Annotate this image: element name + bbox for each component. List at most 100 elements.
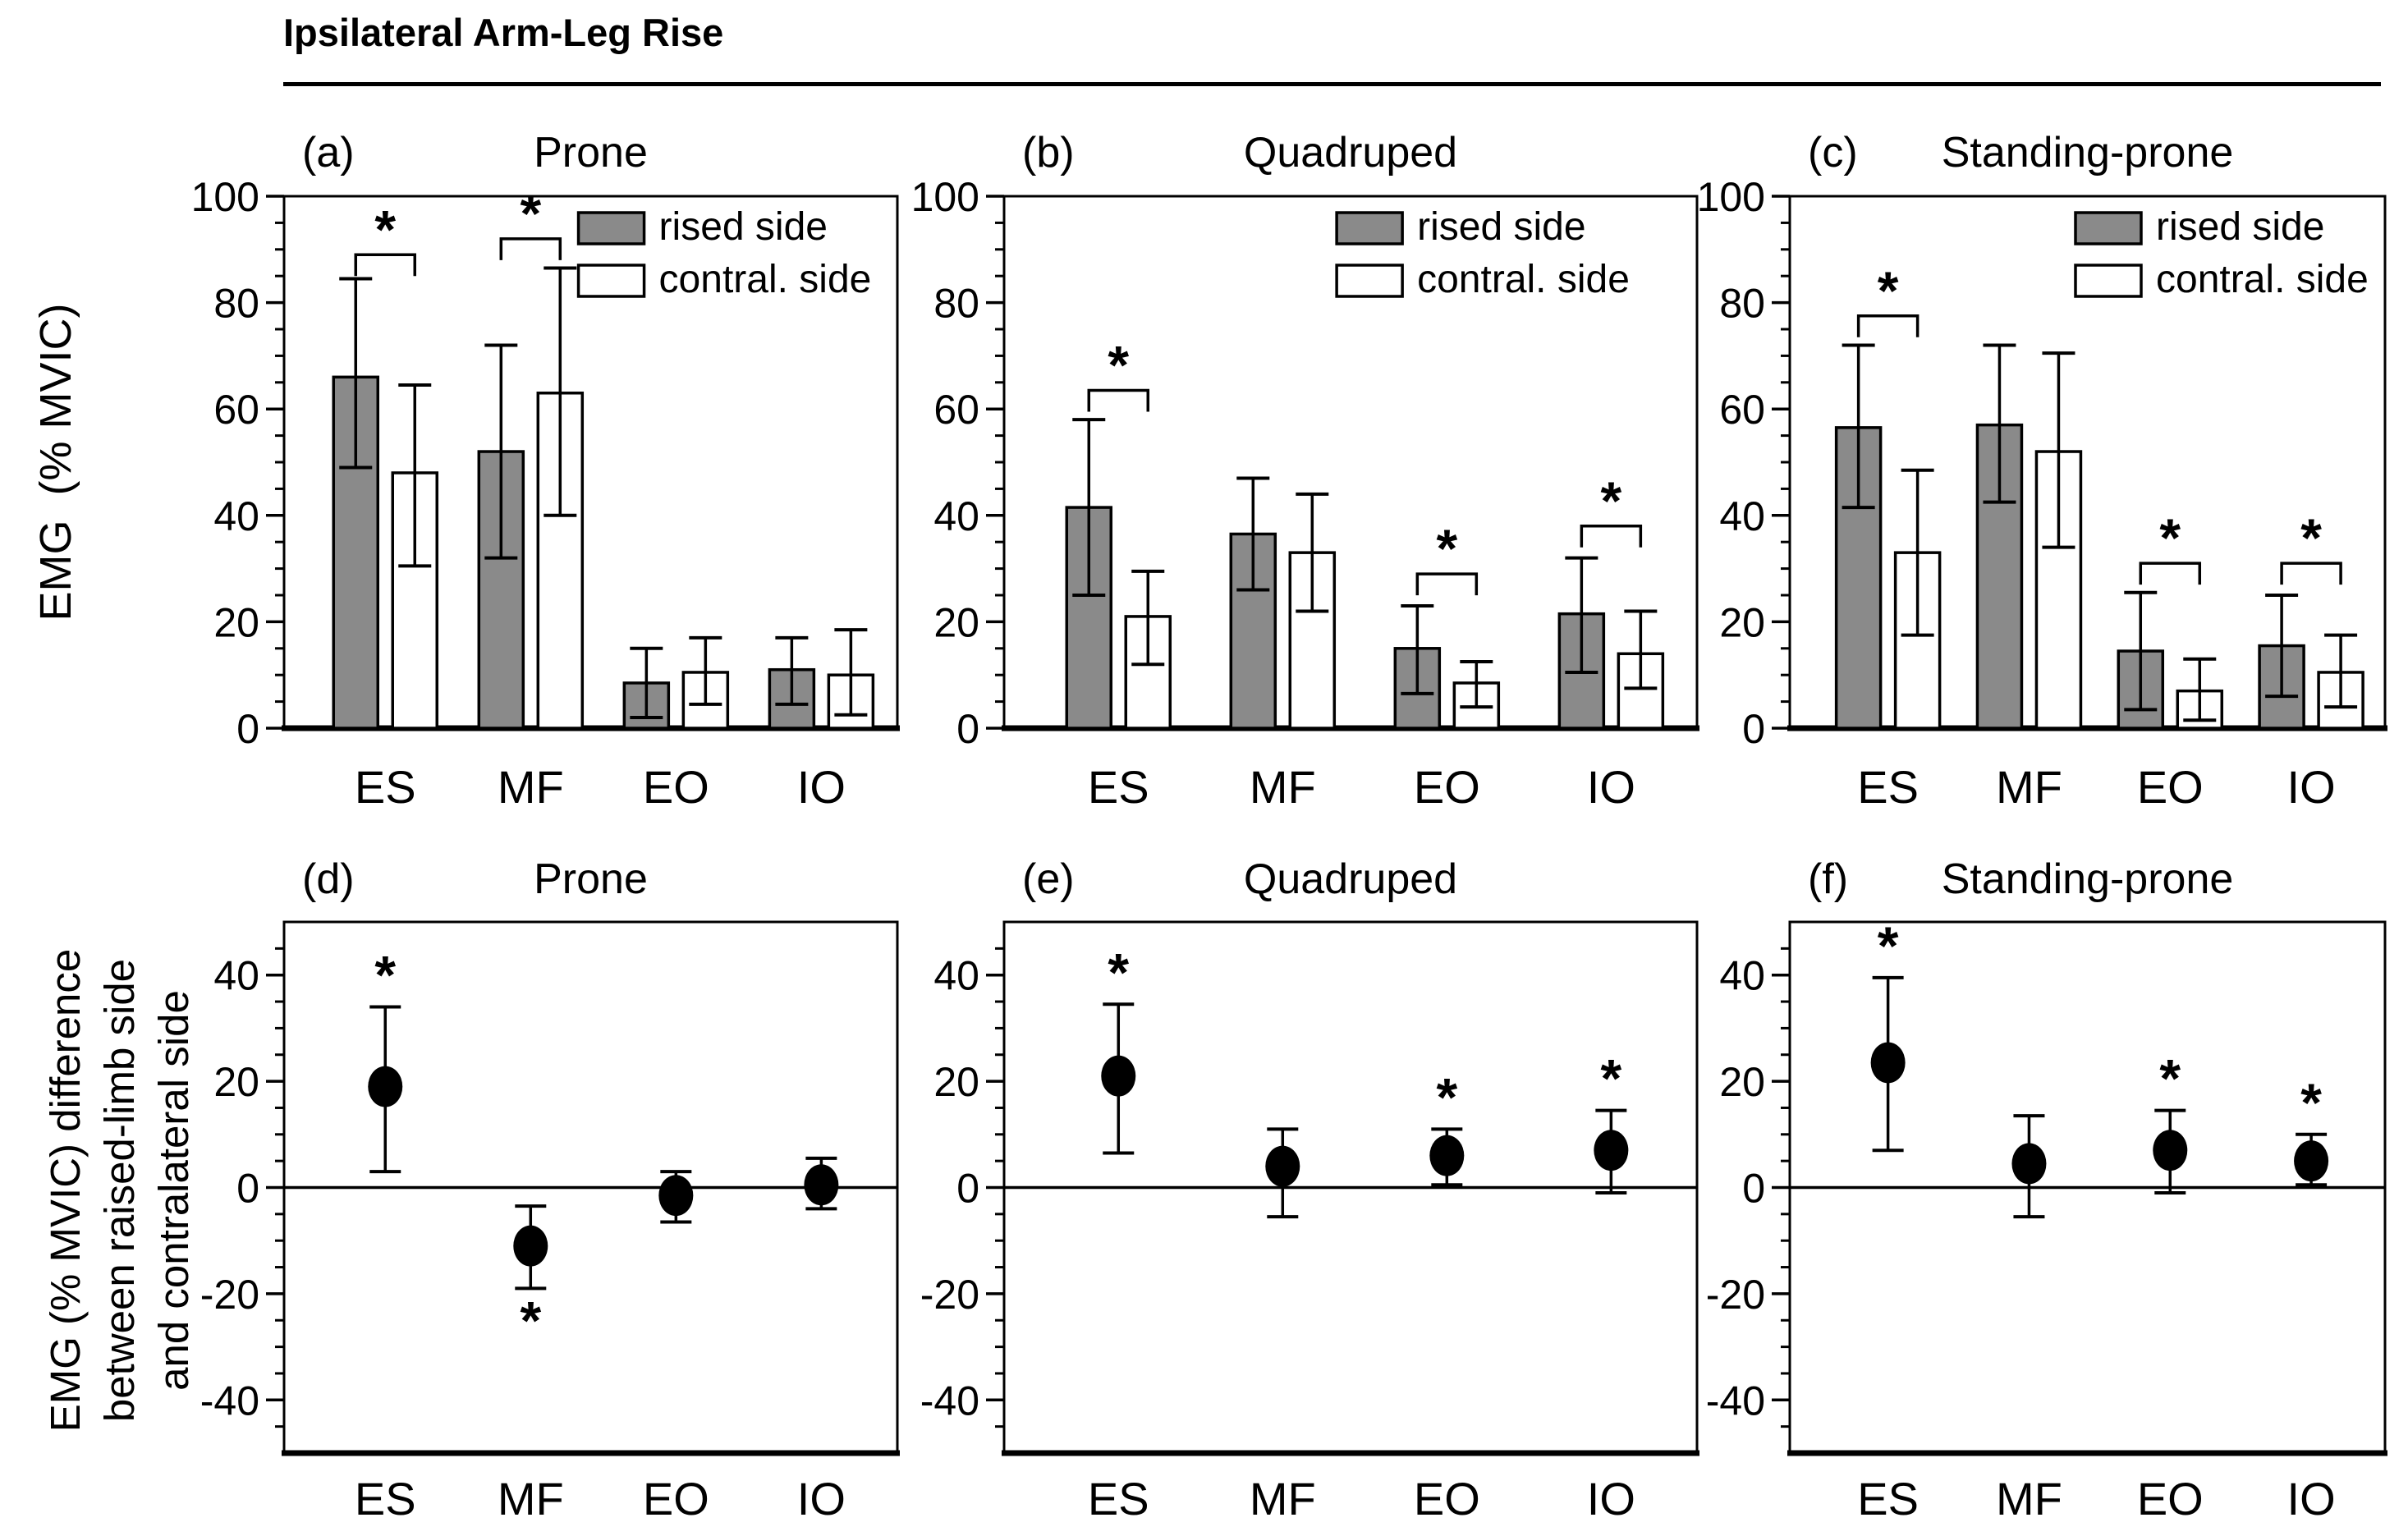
point-d-IO xyxy=(804,1164,839,1206)
panel-d-letter: (d) xyxy=(302,855,355,903)
significance-asterisk: * xyxy=(374,945,396,1006)
y-tick-label: 20 xyxy=(213,599,259,645)
y-tick-label: 100 xyxy=(1697,174,1765,220)
panel-f-letter: (f) xyxy=(1808,855,1849,903)
x-category-label: MF xyxy=(1250,1473,1316,1525)
y-tick-label: 20 xyxy=(1719,599,1765,645)
point-d-MF xyxy=(513,1225,548,1267)
x-category-label: IO xyxy=(2287,761,2336,813)
legend-swatch-raised-side xyxy=(1335,211,1404,245)
x-category-label: ES xyxy=(355,761,416,813)
panel-e-title: Quadruped xyxy=(1243,855,1458,903)
x-category-label: IO xyxy=(797,761,846,813)
legend-swatch-raised-side xyxy=(2074,211,2143,245)
y-tick-label: 40 xyxy=(933,493,979,539)
x-category-label: MF xyxy=(1250,761,1316,813)
x-category-label: EO xyxy=(1414,1473,1480,1525)
x-category-label: MF xyxy=(1996,1473,2062,1525)
x-category-label: MF xyxy=(498,761,564,813)
y-tick-label: 0 xyxy=(236,1166,259,1212)
legend-label: contral. side xyxy=(2156,258,2369,301)
point-e-EO xyxy=(1429,1135,1465,1176)
y-tick-label: 20 xyxy=(213,1059,259,1105)
significance-asterisk: * xyxy=(1436,1066,1457,1127)
legend-label: rised side xyxy=(2156,205,2324,249)
y-tick-label: 40 xyxy=(213,493,259,539)
point-f-EO xyxy=(2153,1130,2188,1171)
figure-title: Ipsilateral Arm-Leg Rise xyxy=(283,11,724,54)
y-tick-label: 100 xyxy=(191,174,259,220)
x-category-label: ES xyxy=(1857,1473,1919,1525)
x-category-label: ES xyxy=(355,1473,416,1525)
significance-asterisk: * xyxy=(1436,518,1457,579)
panel-b-title: Quadruped xyxy=(1243,129,1458,177)
bar-c-MF-raised xyxy=(1975,423,2024,730)
significance-bracket xyxy=(1856,314,1920,337)
point-e-ES xyxy=(1101,1055,1136,1097)
legend-label: contral. side xyxy=(1417,258,1630,301)
bottom-row-y-axis-label-line1: EMG (% MVIC) difference xyxy=(42,948,89,1433)
panel-e-plot: 40 20 0 -20 -40 * * * ES MF EO IO xyxy=(920,920,1699,1525)
y-tick-label: 40 xyxy=(1719,953,1765,999)
y-tick-label: 80 xyxy=(1719,281,1765,327)
panel-c-title: Standing-prone xyxy=(1941,129,2234,177)
y-tick-label: 60 xyxy=(1719,387,1765,433)
y-tick-label: -40 xyxy=(200,1378,259,1424)
panel-e-letter: (e) xyxy=(1022,855,1075,903)
x-category-label: ES xyxy=(1857,761,1919,813)
point-e-MF xyxy=(1265,1145,1300,1187)
significance-asterisk: * xyxy=(1108,335,1129,396)
y-tick-label: 40 xyxy=(213,953,259,999)
y-tick-label: 60 xyxy=(933,387,979,433)
significance-asterisk: * xyxy=(1108,942,1129,1002)
y-tick-label: 80 xyxy=(213,281,259,327)
legend-swatch-contral-side xyxy=(576,264,646,298)
panel-c-letter: (c) xyxy=(1808,129,1858,177)
significance-bracket xyxy=(499,237,562,260)
significance-bracket xyxy=(1087,388,1150,412)
panel-b-letter: (b) xyxy=(1022,129,1075,177)
y-tick-label: 20 xyxy=(933,1059,979,1105)
significance-asterisk: * xyxy=(520,183,541,244)
panel-d-title: Prone xyxy=(534,855,648,903)
x-category-label: EO xyxy=(2137,761,2204,813)
bar-c-MF-contral xyxy=(2034,450,2083,730)
x-category-label: ES xyxy=(1088,1473,1149,1525)
panel-f-plot: 40 20 0 -20 -40 * * * ES MF EO IO xyxy=(1706,915,2387,1525)
panel-d-plot: 40 20 0 -20 -40 * * ES MF EO IO xyxy=(200,920,900,1525)
x-category-label: IO xyxy=(1587,1473,1635,1525)
y-tick-label: -40 xyxy=(1706,1378,1765,1424)
legend-label: contral. side xyxy=(659,258,872,301)
x-category-label: ES xyxy=(1088,761,1149,813)
significance-asterisk: * xyxy=(520,1290,541,1350)
y-tick-label: -20 xyxy=(1706,1272,1765,1318)
point-e-IO xyxy=(1594,1130,1629,1171)
y-tick-label: 20 xyxy=(1719,1059,1765,1105)
y-tick-label: 60 xyxy=(213,387,259,433)
x-category-label: IO xyxy=(797,1473,846,1525)
y-tick-label: 40 xyxy=(933,953,979,999)
legend-label: rised side xyxy=(1417,205,1585,249)
y-tick-label: -40 xyxy=(920,1378,979,1424)
significance-bracket xyxy=(1580,525,1643,548)
significance-asterisk: * xyxy=(2300,1072,2322,1133)
point-d-ES xyxy=(368,1066,403,1107)
point-f-ES xyxy=(1870,1042,1906,1084)
y-tick-label: 80 xyxy=(933,281,979,327)
significance-asterisk: * xyxy=(374,199,396,259)
y-tick-label: 40 xyxy=(1719,493,1765,539)
legend-swatch-raised-side xyxy=(576,211,646,245)
significance-bracket xyxy=(1415,572,1479,596)
panel-f-title: Standing-prone xyxy=(1941,855,2234,903)
significance-asterisk: * xyxy=(1601,470,1622,531)
y-tick-label: -20 xyxy=(920,1272,979,1318)
panel-b-plot: 0 20 40 60 80 100 * * * rised side contral. side ES… xyxy=(911,174,1699,813)
significance-asterisk: * xyxy=(2159,507,2181,568)
top-row-y-axis-label: EMG (% MVIC) xyxy=(31,303,80,621)
y-tick-label: -20 xyxy=(200,1272,259,1318)
y-tick-label: 0 xyxy=(956,1166,979,1212)
y-tick-label: 0 xyxy=(1742,706,1765,752)
point-f-MF xyxy=(2011,1143,2047,1185)
x-category-label: EO xyxy=(643,761,709,813)
